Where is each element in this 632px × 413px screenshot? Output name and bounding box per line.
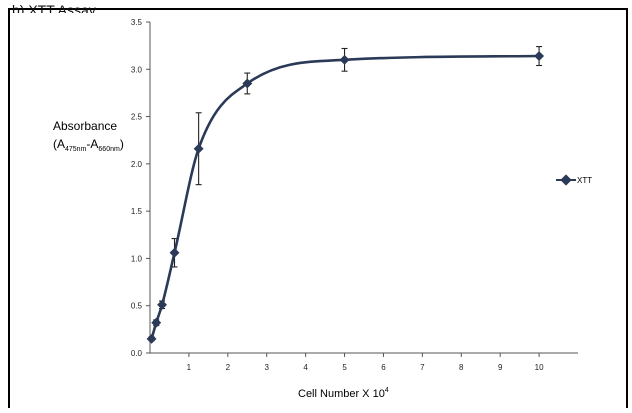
x-tick-label-7: 8 (459, 363, 464, 372)
x-tick-label-3: 4 (303, 363, 308, 372)
y-tick-label-2: 1.0 (131, 254, 143, 263)
y-axis-label-units: (A475nm-A660nm) (53, 137, 124, 153)
error-bars (148, 46, 543, 342)
legend-label-xtt: XTT (577, 176, 592, 185)
data-point-5 (242, 78, 253, 89)
y-unit-sub-1: 475nm (65, 146, 87, 153)
x-tick-label-4: 5 (342, 363, 347, 372)
y-axis-label: Absorbance (53, 119, 117, 133)
y-tick-label-4: 2.0 (131, 160, 143, 169)
legend: XTT (556, 174, 592, 186)
x-tick-label-5: 6 (381, 363, 386, 372)
x-tick-label-2: 3 (265, 363, 270, 372)
y-tick-label-1: 0.5 (131, 302, 143, 311)
data-point-0 (146, 333, 157, 344)
y-tick-labels: 0.0 0.5 1.0 1.5 2.0 2.5 3.0 3.5 (131, 18, 143, 358)
legend-marker-xtt (560, 174, 572, 186)
x-tick-label-1: 2 (226, 363, 231, 372)
x-axis-label: Cell Number X 104 (298, 387, 389, 400)
y-tick-label-0: 0.0 (131, 349, 143, 358)
y-tick-label-3: 1.5 (131, 207, 143, 216)
y-unit-open: (A (53, 137, 65, 151)
series-lines (150, 54, 540, 340)
axes-group (146, 21, 578, 357)
data-point-2 (157, 299, 168, 310)
series-line-xtt (150, 54, 540, 340)
y-unit-sub-2: 660nm (98, 146, 120, 153)
x-tick-label-8: 9 (498, 363, 503, 372)
figure-title-partial: b) XTT Assay (12, 3, 96, 13)
x-tick-label-0: 1 (187, 363, 192, 372)
y-tick-label-5: 2.5 (131, 113, 143, 122)
data-point-4 (193, 143, 204, 154)
data-point-3 (169, 247, 180, 258)
y-unit-mid: -A (86, 137, 98, 151)
series-markers (146, 51, 545, 344)
x-tick-label-6: 7 (420, 363, 425, 372)
data-point-6 (339, 54, 350, 65)
x-tick-labels: 1 2 3 4 5 6 7 8 9 10 (187, 363, 544, 372)
data-point-7 (534, 51, 545, 61)
y-unit-close: ) (120, 137, 124, 151)
y-tick-label-7: 3.5 (131, 18, 143, 27)
data-point-1 (151, 317, 162, 328)
y-tick-label-6: 3.0 (131, 65, 143, 74)
x-tick-label-9: 10 (535, 363, 544, 372)
figure-frame: b) XTT Assay (8, 3, 628, 408)
x-axis-label-text: Cell Number X 10 (298, 388, 385, 400)
x-axis-label-exponent: 4 (385, 387, 389, 394)
